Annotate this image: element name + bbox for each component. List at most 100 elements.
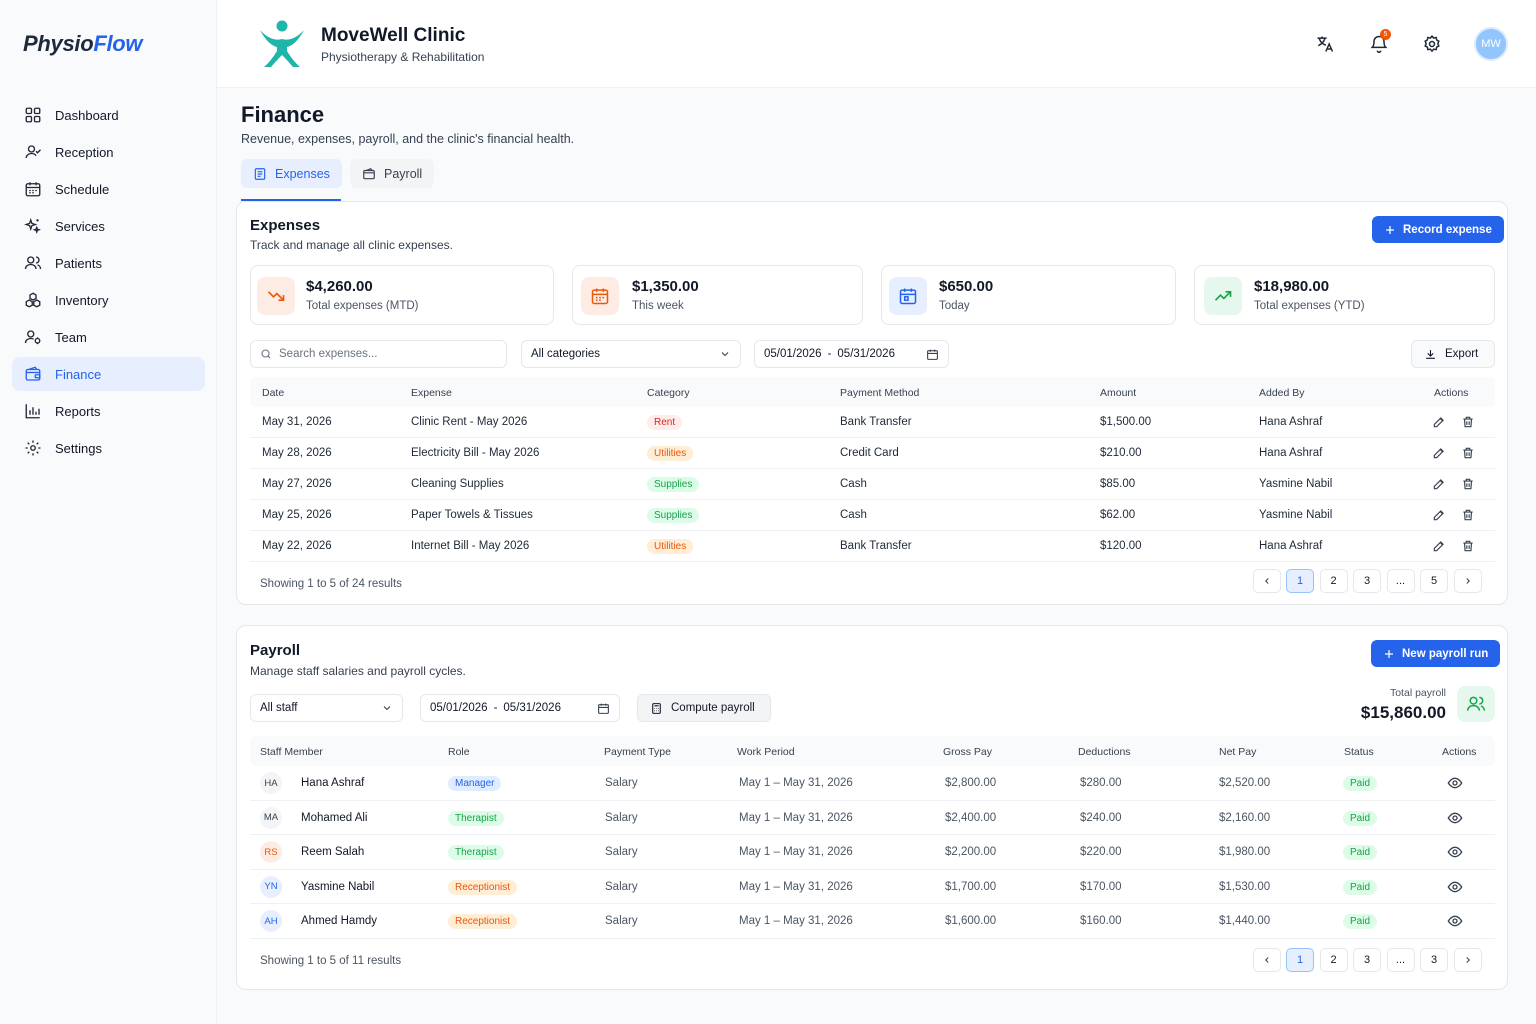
edit-icon[interactable] xyxy=(1432,445,1448,461)
gross-pay: $1,600.00 xyxy=(945,915,997,927)
date-separator: - xyxy=(827,348,832,360)
sidebar-item-settings[interactable]: Settings xyxy=(12,431,205,465)
stat-value: $650.00 xyxy=(939,278,994,295)
edit-icon[interactable] xyxy=(1432,538,1448,554)
next-page-button[interactable] xyxy=(1453,948,1482,972)
delete-icon[interactable] xyxy=(1461,538,1477,554)
column-header: Expense xyxy=(411,387,452,399)
calendar-icon xyxy=(25,182,41,197)
expenses-table: Date Expense Category Payment Method Amo… xyxy=(250,377,1495,562)
brand-part2: Flow xyxy=(93,31,143,56)
expense-amount: $120.00 xyxy=(1100,540,1142,552)
expenses-subtitle: Track and manage all clinic expenses. xyxy=(250,238,453,252)
sidebar-item-team[interactable]: Team xyxy=(12,320,205,354)
delete-icon[interactable] xyxy=(1461,476,1477,492)
stat-label: Total expenses (MTD) xyxy=(306,300,419,312)
brand-logo[interactable]: PhysioFlow xyxy=(23,31,143,57)
tab-payroll[interactable]: Payroll xyxy=(350,159,435,188)
pagination-ellipsis: ... xyxy=(1386,569,1415,593)
column-header: Net Pay xyxy=(1219,746,1257,758)
page-button[interactable]: 2 xyxy=(1319,569,1348,593)
clinic-name: MoveWell Clinic xyxy=(321,25,466,46)
gross-pay: $2,400.00 xyxy=(945,811,997,824)
payment-method: Bank Transfer xyxy=(840,416,912,428)
category-select[interactable]: All categories xyxy=(521,340,741,368)
new-payroll-run-button[interactable]: New payroll run xyxy=(1371,640,1501,667)
delete-icon[interactable] xyxy=(1461,507,1477,523)
net-pay: $1,440.00 xyxy=(1219,915,1271,927)
sidebar-item-inventory[interactable]: Inventory xyxy=(12,283,205,317)
sidebar-item-finance[interactable]: Finance xyxy=(12,357,205,391)
staff-select[interactable]: All staff xyxy=(250,694,403,722)
prev-page-button[interactable] xyxy=(1252,569,1281,593)
bell-icon xyxy=(1370,35,1388,54)
next-page-button[interactable] xyxy=(1453,569,1482,593)
bar-chart-icon xyxy=(25,404,40,419)
delete-icon[interactable] xyxy=(1461,445,1477,461)
edit-icon[interactable] xyxy=(1432,507,1448,523)
edit-icon[interactable] xyxy=(1432,476,1448,492)
page-button[interactable]: 2 xyxy=(1319,948,1348,972)
table-row: May 31, 2026 Clinic Rent - May 2026 Rent… xyxy=(250,407,1495,438)
sidebar-item-patients[interactable]: Patients xyxy=(12,246,205,280)
page-button[interactable]: 3 xyxy=(1353,569,1381,593)
column-header: Deductions xyxy=(1078,746,1131,758)
expense-name: Paper Towels & Tissues xyxy=(411,509,533,521)
net-pay: $2,520.00 xyxy=(1219,777,1271,789)
deductions: $220.00 xyxy=(1080,846,1122,858)
chevron-left-icon xyxy=(1264,578,1269,584)
view-icon[interactable] xyxy=(1447,913,1463,929)
expense-amount: $62.00 xyxy=(1100,509,1136,521)
record-expense-button[interactable]: Record expense xyxy=(1372,216,1504,243)
expense-name: Clinic Rent - May 2026 xyxy=(411,416,528,428)
notifications-button[interactable]: 5 xyxy=(1367,29,1391,56)
sidebar-item-schedule[interactable]: Schedule xyxy=(12,172,205,206)
team-icon xyxy=(24,330,41,345)
chevron-left-icon xyxy=(1264,957,1269,963)
date-range-picker[interactable]: 05/01/2026 - 05/31/2026 xyxy=(754,340,949,368)
expense-date: May 22, 2026 xyxy=(262,540,332,552)
view-icon[interactable] xyxy=(1447,879,1463,895)
edit-icon[interactable] xyxy=(1432,414,1448,430)
work-period: May 1 – May 31, 2026 xyxy=(739,777,853,789)
expense-amount: $210.00 xyxy=(1100,447,1142,459)
view-icon[interactable] xyxy=(1447,844,1463,860)
staff-initials-avatar: HA xyxy=(260,772,282,794)
column-header: Status xyxy=(1344,746,1374,758)
sidebar-item-reports[interactable]: Reports xyxy=(12,394,205,428)
page-button[interactable]: 3 xyxy=(1353,948,1381,972)
delete-icon[interactable] xyxy=(1461,414,1477,430)
net-pay: $1,530.00 xyxy=(1219,880,1271,893)
export-button[interactable]: Export xyxy=(1411,340,1495,368)
payroll-date-range-picker[interactable]: 05/01/2026 - 05/31/2026 xyxy=(420,694,620,722)
category-badge: Utilities xyxy=(647,539,694,554)
pagination-summary: Showing 1 to 5 of 11 results xyxy=(260,955,402,967)
page-button[interactable]: 1 xyxy=(1286,948,1314,972)
status-badge: Paid xyxy=(1343,810,1378,826)
deductions: $240.00 xyxy=(1080,811,1122,824)
tab-expenses[interactable]: Expenses xyxy=(241,159,342,188)
payment-method: Cash xyxy=(840,478,867,490)
expense-amount: $85.00 xyxy=(1100,478,1136,490)
sidebar-item-label: Services xyxy=(55,218,105,234)
page-button[interactable]: 1 xyxy=(1286,569,1314,593)
prev-page-button[interactable] xyxy=(1252,948,1281,972)
sidebar-item-dashboard[interactable]: Dashboard xyxy=(12,98,205,132)
sidebar-item-services[interactable]: Services xyxy=(12,209,205,243)
calculator-icon xyxy=(652,702,661,714)
staff-name: Yasmine Nabil xyxy=(301,880,375,893)
calendar-icon xyxy=(927,349,938,360)
settings-button[interactable] xyxy=(1420,32,1444,56)
user-avatar[interactable]: MW xyxy=(1474,27,1508,61)
search-input[interactable] xyxy=(279,348,479,360)
gross-pay: $2,200.00 xyxy=(945,846,997,858)
language-button[interactable] xyxy=(1313,32,1337,56)
view-icon[interactable] xyxy=(1447,810,1463,826)
page-button[interactable]: 5 xyxy=(1420,569,1448,593)
work-period: May 1 – May 31, 2026 xyxy=(739,915,853,927)
work-period: May 1 – May 31, 2026 xyxy=(739,811,853,824)
sidebar-item-reception[interactable]: Reception xyxy=(12,135,205,169)
view-icon[interactable] xyxy=(1447,775,1463,791)
page-button[interactable]: 3 xyxy=(1420,948,1448,972)
compute-payroll-button[interactable]: Compute payroll xyxy=(637,694,771,722)
